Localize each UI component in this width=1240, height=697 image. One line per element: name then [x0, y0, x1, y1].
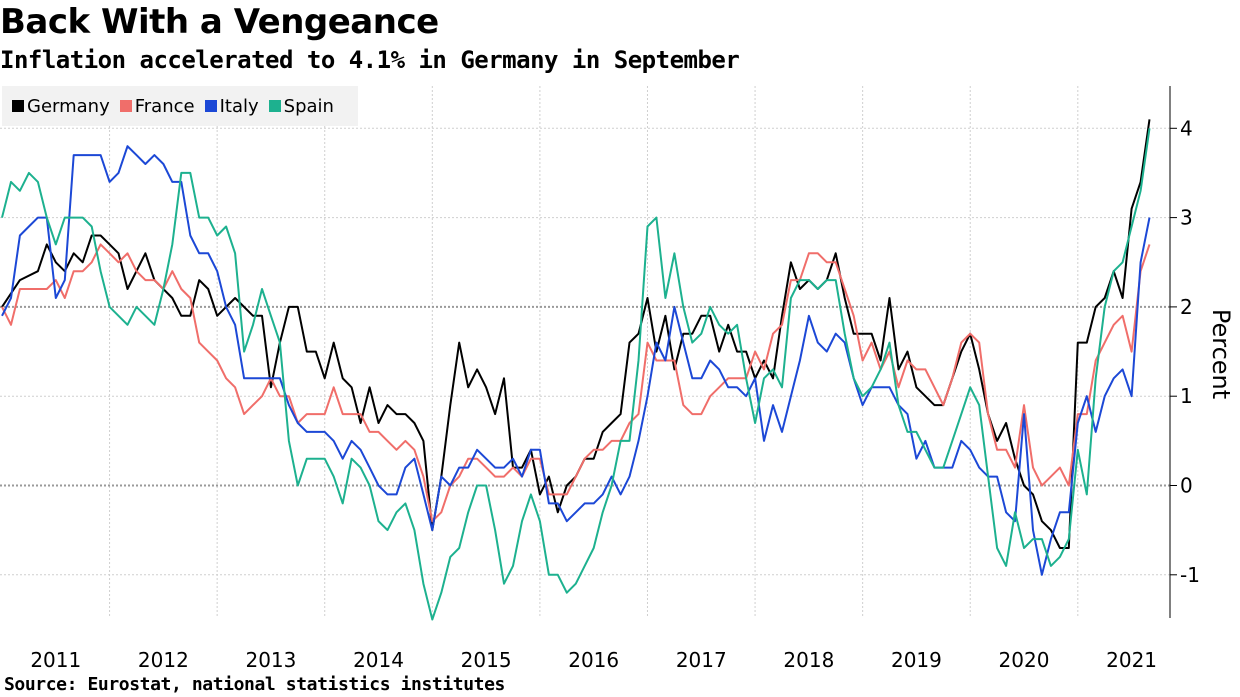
x-tick-label: 2018	[783, 648, 834, 672]
legend-item-spain: Spain	[268, 95, 334, 117]
x-tick-label: 2021	[1106, 648, 1157, 672]
y-axis: 4 3 2 1 0 -1 Percent	[1169, 86, 1235, 618]
source-note: Source: Eurostat, national statistics in…	[4, 674, 505, 695]
legend-swatch	[12, 100, 24, 112]
x-tick-label: 2015	[461, 648, 512, 672]
y-tick-label: 1	[1180, 384, 1193, 408]
chart-subtitle: Inflation accelerated to 4.1% in Germany…	[0, 46, 740, 74]
y-tick-label: -1	[1180, 563, 1200, 587]
legend-label: Italy	[219, 95, 259, 117]
x-tick-label: 2011	[30, 648, 81, 672]
legend: Germany France Italy Spain	[2, 86, 358, 126]
y-tick-label: 4	[1180, 116, 1193, 140]
chart-title: Back With a Vengeance	[0, 2, 439, 42]
legend-swatch	[204, 100, 217, 112]
legend-item-germany: Germany	[12, 96, 110, 117]
legend-label: Spain	[283, 95, 334, 117]
legend-item-france: France	[119, 95, 195, 117]
series-line-italy	[1, 145, 1151, 576]
y-tick-label: 2	[1180, 295, 1193, 319]
x-axis: 2011 2012 2013 2014 2015 2016 2017 2018 2019 2020…	[30, 648, 1157, 672]
legend-label: Germany	[27, 95, 110, 117]
legend-swatch	[119, 100, 132, 112]
series-line-france	[1, 243, 1151, 523]
legend-item-italy: Italy	[204, 95, 259, 117]
x-tick-label: 2013	[245, 648, 296, 672]
series-line-spain	[1, 128, 1151, 621]
grid-lines	[0, 86, 1170, 618]
y-tick-label: 3	[1180, 206, 1193, 230]
legend-label: France	[134, 95, 195, 117]
x-tick-label: 2016	[568, 648, 619, 672]
series-lines	[1, 119, 1151, 621]
series-line-germany	[1, 119, 1151, 549]
x-tick-label: 2019	[891, 648, 942, 672]
x-tick-label: 2012	[138, 648, 189, 672]
x-tick-label: 2017	[676, 648, 727, 672]
y-axis-label: Percent	[1207, 309, 1235, 399]
y-tick-label: 0	[1180, 474, 1193, 498]
x-tick-label: 2014	[353, 648, 404, 672]
legend-swatch	[268, 100, 281, 112]
x-tick-label: 2020	[999, 648, 1050, 672]
